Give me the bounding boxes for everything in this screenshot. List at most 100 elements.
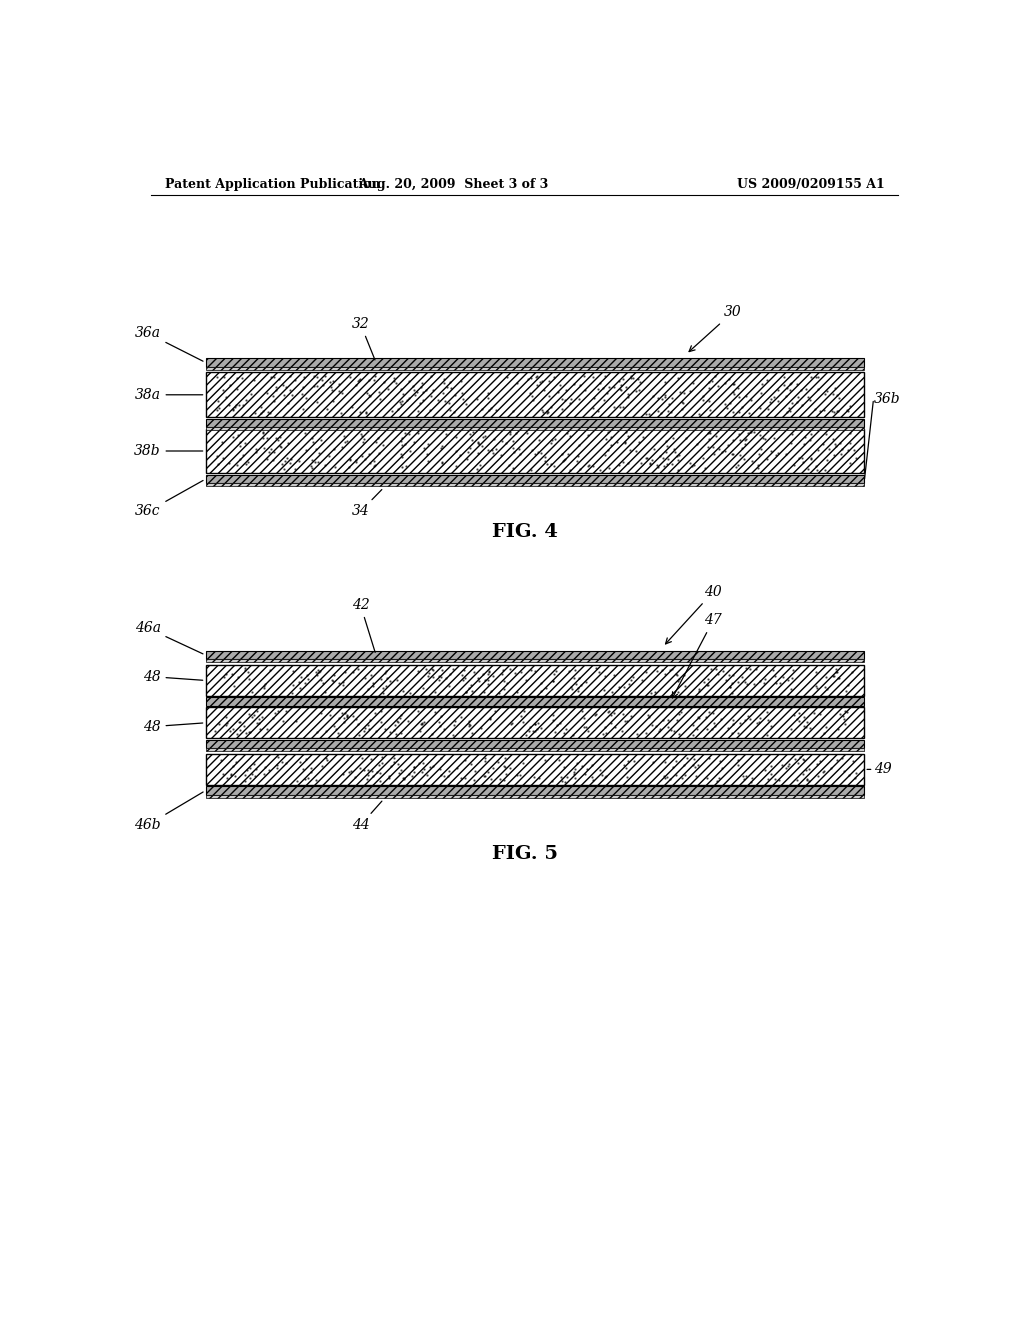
Point xyxy=(763,441,779,462)
Point xyxy=(365,675,381,696)
Point xyxy=(675,392,691,413)
Point xyxy=(426,681,442,702)
Point xyxy=(365,766,381,787)
Point xyxy=(538,446,554,467)
Point xyxy=(454,665,470,686)
Point xyxy=(710,375,726,396)
Point xyxy=(826,433,843,454)
Point xyxy=(660,393,677,414)
Point xyxy=(447,440,464,461)
Point xyxy=(547,428,563,449)
Point xyxy=(836,709,852,730)
Point xyxy=(824,429,841,450)
Point xyxy=(815,760,831,781)
Point xyxy=(645,385,662,407)
Point xyxy=(432,715,449,737)
Point xyxy=(658,436,675,457)
Point xyxy=(750,454,766,475)
Point xyxy=(721,664,737,685)
Point xyxy=(440,676,457,697)
Point xyxy=(225,400,242,421)
Point xyxy=(656,663,673,684)
Point xyxy=(293,667,309,688)
Point xyxy=(270,368,287,389)
Bar xyxy=(206,754,864,785)
Point xyxy=(703,371,720,392)
Point xyxy=(413,376,429,397)
Point xyxy=(442,664,459,685)
Point xyxy=(389,754,406,775)
Point xyxy=(609,430,626,451)
Point xyxy=(247,766,263,787)
Point xyxy=(529,442,546,463)
Point xyxy=(780,756,797,777)
Point xyxy=(725,381,741,403)
Point xyxy=(521,721,538,742)
Point xyxy=(498,764,514,785)
Point xyxy=(461,713,477,734)
Point xyxy=(545,710,561,731)
Point xyxy=(622,440,638,461)
Point xyxy=(560,444,577,465)
Point xyxy=(297,768,313,789)
Point xyxy=(425,379,441,400)
Point xyxy=(845,750,861,771)
Point xyxy=(414,762,430,783)
Point xyxy=(416,711,432,733)
Point xyxy=(532,372,549,393)
Point xyxy=(550,381,566,403)
Point xyxy=(725,709,741,730)
Point xyxy=(651,445,668,466)
Point xyxy=(720,717,736,738)
Point xyxy=(614,721,631,742)
Point xyxy=(477,425,494,446)
Point xyxy=(791,447,807,469)
Point xyxy=(732,713,749,734)
Point xyxy=(231,719,248,741)
Point xyxy=(598,428,614,449)
Point xyxy=(848,447,864,469)
Point xyxy=(657,430,674,451)
Point xyxy=(824,400,841,421)
Point xyxy=(291,451,307,473)
Point xyxy=(427,701,443,722)
Point xyxy=(728,457,744,478)
Point xyxy=(431,669,447,690)
Point xyxy=(480,663,497,684)
Point xyxy=(313,430,330,451)
Point xyxy=(386,367,402,388)
Point xyxy=(249,700,265,721)
Point xyxy=(605,664,622,685)
Point xyxy=(790,709,806,730)
Point xyxy=(476,669,493,690)
Point xyxy=(414,711,430,733)
Point xyxy=(292,751,308,772)
Point xyxy=(817,676,834,697)
Point xyxy=(570,681,587,702)
Point xyxy=(509,681,525,702)
Point xyxy=(701,701,718,722)
Point xyxy=(566,374,583,395)
Point xyxy=(446,384,463,405)
Point xyxy=(834,747,850,768)
Point xyxy=(389,399,406,420)
Point xyxy=(218,767,234,788)
Point xyxy=(339,706,355,727)
Point xyxy=(229,723,246,744)
Point xyxy=(642,454,658,475)
Point xyxy=(502,421,518,442)
Point xyxy=(249,713,265,734)
Point xyxy=(616,711,633,733)
Text: 46a: 46a xyxy=(134,622,203,653)
Point xyxy=(591,661,607,682)
Point xyxy=(784,660,801,681)
Point xyxy=(707,715,723,737)
Point xyxy=(352,758,369,779)
Point xyxy=(309,367,326,388)
Point xyxy=(510,438,526,459)
Point xyxy=(371,755,387,776)
Point xyxy=(694,389,711,411)
Point xyxy=(556,449,572,470)
Point xyxy=(610,454,627,475)
Point xyxy=(671,704,687,725)
